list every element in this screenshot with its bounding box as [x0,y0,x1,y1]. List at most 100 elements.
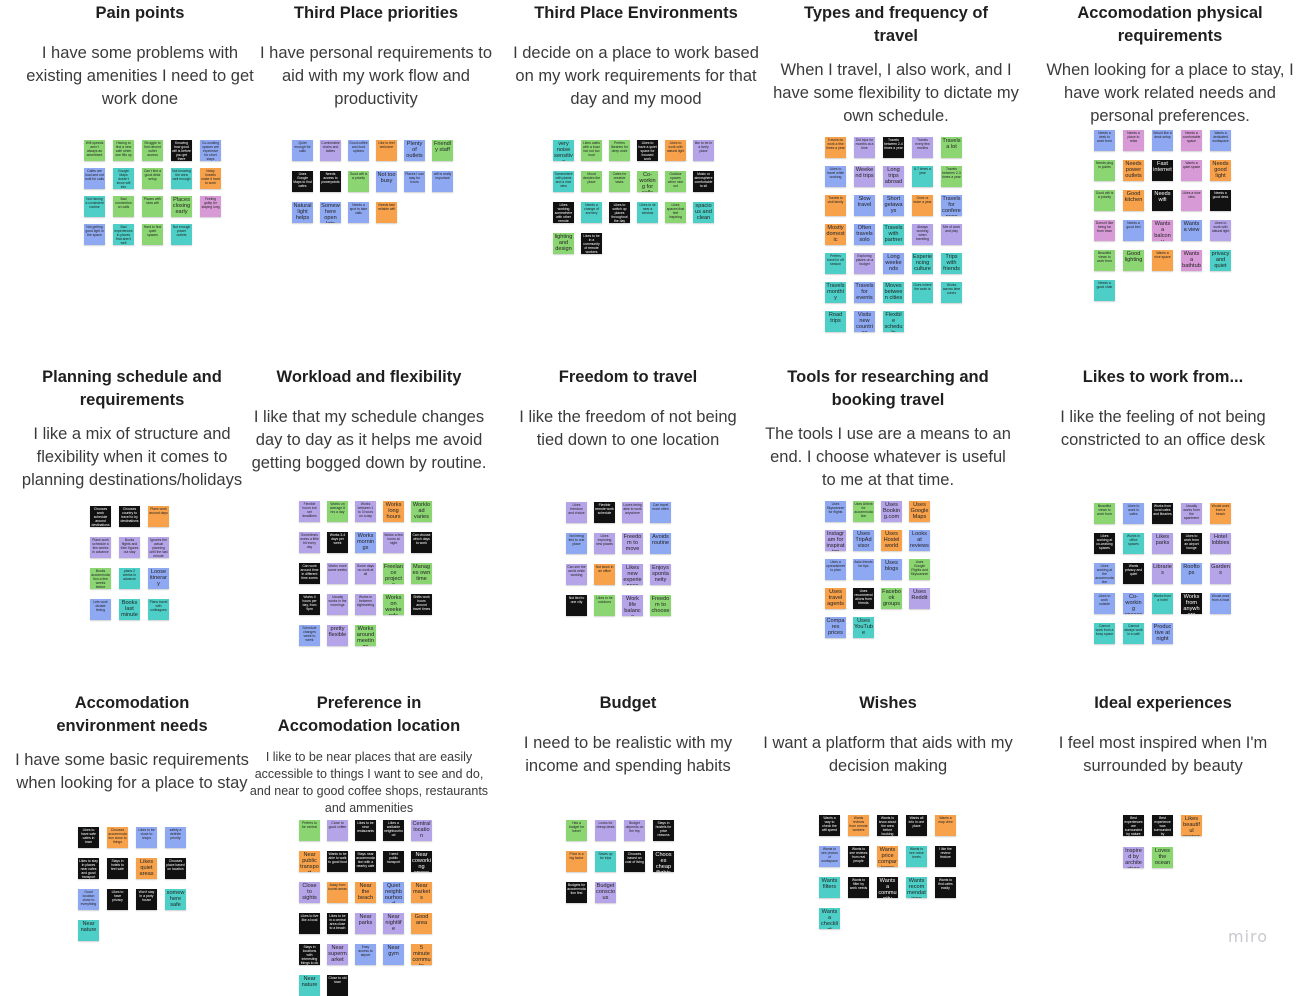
sticky-note[interactable]: Cafés are loud and not built for calls [84,168,105,189]
sticky-note[interactable]: Has a budget for travel [566,820,587,841]
sticky-note[interactable]: Budget depends on the trip [624,820,645,841]
sticky-note[interactable]: Can work around time in different time z… [299,563,320,584]
sticky-note[interactable]: Struggle to find decent outlet access [142,140,163,161]
sticky-note[interactable]: Productive at night [1152,623,1173,644]
sticky-note[interactable]: Likes cafes with a buzz but not too loud [581,140,602,161]
sticky-note[interactable]: plans 2 weeks in advance [119,568,140,589]
cluster-13[interactable]: Budget I need to be realistic with my inc… [513,692,743,778]
sticky-note[interactable]: Close to good coffee [327,820,348,841]
sticky-note[interactable]: Travels for work a few times a year [825,137,846,158]
sticky-note[interactable]: Hard to find quiet spaces [142,224,163,245]
cluster-11[interactable]: Accomodation environment needs I have som… [12,692,252,795]
sticky-note[interactable]: Work life balance [622,595,643,616]
sticky-note[interactable]: Can choose which days to work [411,532,432,553]
sticky-note[interactable]: Good wifi is a priority [348,171,369,192]
sticky-note[interactable]: Good lighting [1123,250,1144,271]
sticky-note[interactable]: Wants all info in one place [906,815,927,836]
sticky-note[interactable]: Loves the ocean [1152,847,1173,868]
cluster-title[interactable]: Freedom to travel [558,368,698,386]
sticky-note[interactable]: Often travels solo [854,224,875,245]
sticky-note[interactable]: Cafes for creative tasks [609,171,630,192]
cluster-description[interactable]: I like the feeling of not being constric… [1060,408,1266,449]
cluster-description[interactable]: I like a mix of structure and flexibilit… [21,425,243,489]
sticky-note[interactable]: Wants to see photos of workspace [819,846,840,867]
sticky-note[interactable]: Outdoor spaces when nice out [665,171,686,192]
sticky-note[interactable]: Uses Reddit [909,588,930,609]
sticky-note[interactable]: Needs a place to relax [1123,130,1144,151]
sticky-note[interactable]: Goes where the work is [912,282,933,303]
sticky-note[interactable]: Places closing early [171,196,192,217]
sticky-note[interactable]: Wants a quiet space [1181,160,1202,181]
sticky-note[interactable]: Good coffee and food options [348,140,369,161]
sticky-note[interactable]: Plans work schedule a few weeks in advan… [90,537,111,558]
sticky-note[interactable]: Not enough power outlets [171,224,192,245]
sticky-note[interactable]: Loves being able to work anywhere [622,502,643,523]
sticky-note[interactable]: Travels between 2-4 times a year [883,137,904,158]
sticky-note[interactable]: Near nightlife [383,913,404,934]
sticky-note[interactable]: Noisy hostels make it hard to work [200,168,221,189]
sticky-note[interactable]: 5 minute commute [411,944,432,965]
sticky-note[interactable]: Wants to find cafes easily [935,877,956,898]
sticky-note[interactable]: Works from a hotel [1152,593,1173,614]
sticky-note[interactable]: Can see the world while working [566,564,587,585]
sticky-note[interactable]: Always working when traveling [912,224,933,245]
sticky-note[interactable]: Needs a change of scenery [581,202,602,223]
sticky-note[interactable]: Stays near accommodation with a nearby c… [355,851,376,872]
sticky-note[interactable]: Chooses cheap flights [653,851,674,872]
cluster-description[interactable]: When looking for a place to stay, I have… [1046,61,1294,125]
sticky-note[interactable]: Travels every few months [912,137,933,158]
sticky-note[interactable]: Likes working at co-working spaces [1094,533,1115,554]
sticky-note[interactable]: Likes beautiful scenery [1181,815,1202,836]
sticky-note[interactable]: Wants to know about the area before book… [877,815,898,836]
sticky-note[interactable]: Books accommodation a few weeks before [90,568,111,589]
sticky-note[interactable]: Bad connection on calls [113,196,134,217]
sticky-note[interactable]: Needs plug in points [1094,160,1115,181]
sticky-note[interactable]: Likes to switch up places throughout the… [609,202,630,223]
sticky-note[interactable]: Uses Hostelworld [881,530,902,551]
sticky-note[interactable]: Compares prices [825,617,846,638]
sticky-note[interactable]: Rooftops [1181,563,1202,584]
cluster-description[interactable]: I have some basic requirements when look… [15,751,249,792]
sticky-note[interactable]: Uses Skyscanner for flights [825,501,846,522]
sticky-note[interactable]: Gardens [1210,563,1231,584]
sticky-note[interactable]: Mood decides the place [581,171,602,192]
sticky-note[interactable]: Works 3-4 days per week [327,532,348,553]
sticky-note[interactable]: Likes new experiences [622,564,643,585]
sticky-note[interactable]: Works from anywhere [1181,593,1202,614]
sticky-note[interactable]: Wants a community [877,877,898,898]
sticky-note[interactable]: Travels to visit family [825,195,846,216]
sticky-note[interactable]: Likes quiet areas [136,858,157,879]
sticky-note[interactable]: Beautiful views to work from [1094,503,1115,524]
sticky-note[interactable]: Looks at reviews [909,530,930,551]
sticky-note[interactable]: Long weekends [883,253,904,274]
cluster-title[interactable]: Third Place Environments [534,4,738,22]
sticky-note[interactable]: Needs access to powerpoints [320,171,341,192]
sticky-note[interactable]: Not being tied to one place [566,533,587,554]
sticky-note[interactable]: Long trips abroad [883,166,904,187]
sticky-note[interactable]: Works from local cafes and libraries [1152,503,1173,524]
sticky-note[interactable]: Likes to have a quiet space for focused … [637,140,658,161]
sticky-note[interactable]: Near nature [299,975,320,996]
sticky-note[interactable]: Flexible schedule [883,311,904,332]
sticky-note[interactable]: Places with slow wifi [142,196,163,217]
sticky-note[interactable]: Works on average 8 hrs a day [327,501,348,522]
sticky-note[interactable]: pretty flexible [327,625,348,646]
sticky-note[interactable]: Shifts work hours around travel times [411,594,432,615]
sticky-note[interactable]: Moves between cities [883,282,904,303]
sticky-note[interactable]: Stays in hostels for price reasons [653,820,674,841]
sticky-note[interactable]: Needs a desk to work from [1094,130,1115,151]
sticky-note[interactable]: Wants recommendations [906,877,927,898]
sticky-note[interactable]: 6-7 times a year [912,166,933,187]
sticky-note[interactable]: Likes to live like a local [299,913,320,934]
sticky-note[interactable]: Likes a nice view [1181,190,1202,211]
sticky-note[interactable]: Easy access to airport [355,944,376,965]
sticky-note[interactable]: Wants a nice space [1152,250,1173,271]
sticky-note[interactable]: Comfortable chairs and tables [320,140,341,161]
sticky-note[interactable]: Not too busy [376,171,397,192]
sticky-note[interactable]: Libraries [1152,563,1173,584]
sticky-note[interactable]: Works a few hours at night [383,532,404,553]
sticky-note[interactable]: Co-working spaces [1123,593,1144,614]
sticky-note[interactable]: Likes to work with natural light [1210,220,1231,241]
sticky-note[interactable]: Slow travel [854,195,875,216]
